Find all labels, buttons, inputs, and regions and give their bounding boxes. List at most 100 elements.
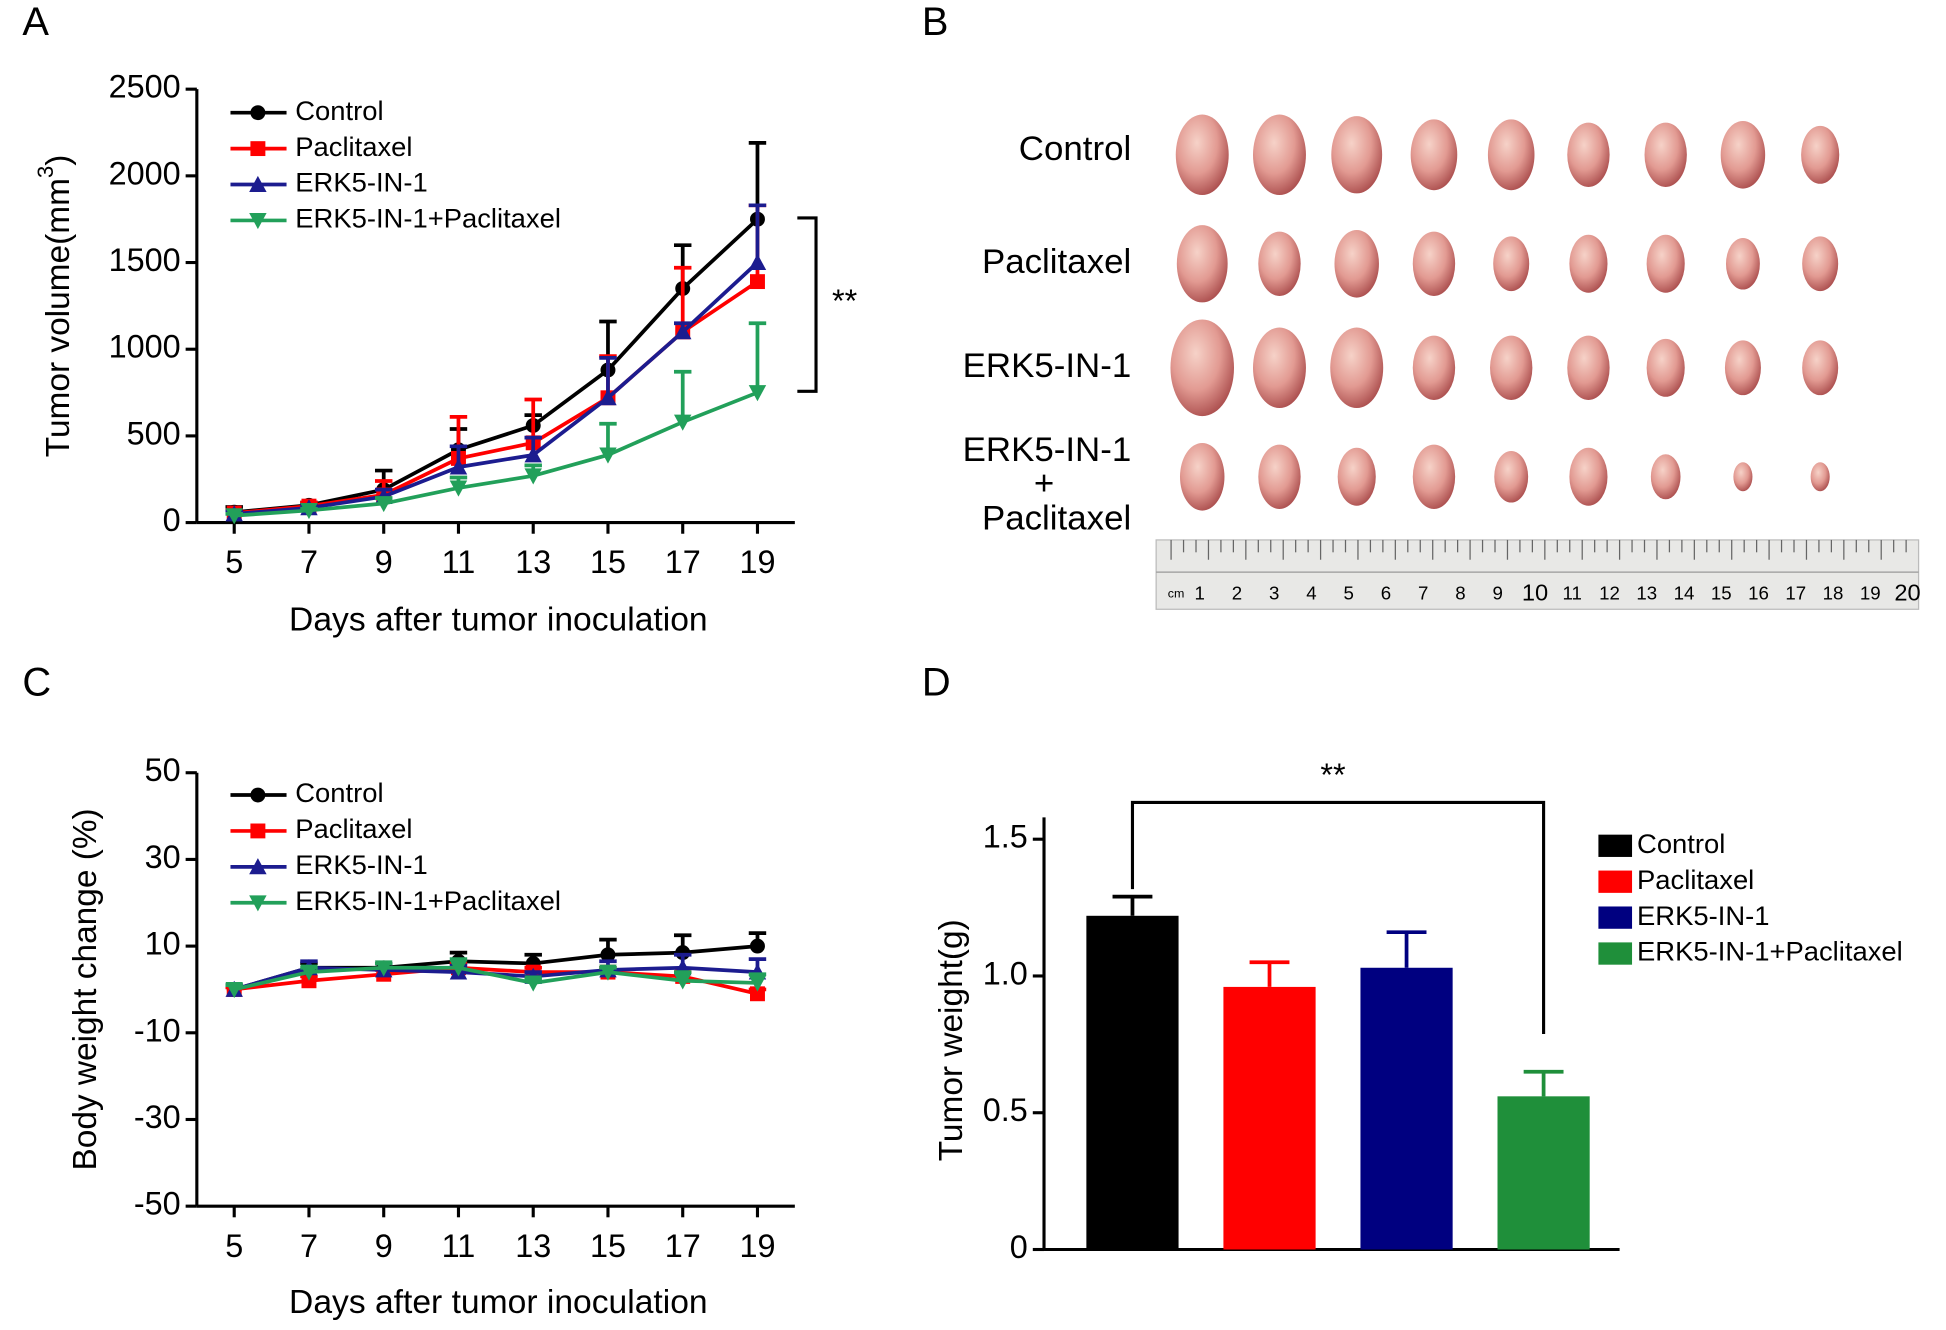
x-tick-label: 7 <box>300 544 318 580</box>
error-bar <box>673 265 692 332</box>
row-label: Control <box>1019 130 1131 168</box>
x-tick-label: 17 <box>665 544 701 580</box>
series-line <box>234 390 759 518</box>
legend-label: Control <box>295 95 383 126</box>
ruler-label: 13 <box>1636 582 1657 603</box>
legend-marker <box>250 105 266 121</box>
tumor <box>1410 119 1458 191</box>
marker <box>599 389 617 406</box>
row-label: + <box>1034 465 1054 503</box>
marker <box>673 323 692 340</box>
panel-label: B <box>922 0 949 44</box>
tumor <box>1176 225 1228 303</box>
ruler-label: 2 <box>1232 582 1242 603</box>
row-label: ERK5-IN-1 <box>963 347 1132 385</box>
legend-marker <box>249 895 267 912</box>
annotation: ** <box>1320 757 1346 793</box>
tumor <box>1412 335 1456 400</box>
y-tick-label: 0 <box>1010 1229 1028 1265</box>
y-tick-label: 2000 <box>109 155 181 191</box>
legend-label: Paclitaxel <box>295 131 412 162</box>
x-tick-label: 11 <box>442 1228 476 1264</box>
ruler-label: 18 <box>1823 582 1844 603</box>
y-tick-label: 2500 <box>109 69 181 105</box>
marker <box>225 508 243 525</box>
y-tick-label: -30 <box>134 1099 181 1135</box>
tumor <box>1569 234 1608 293</box>
tumor <box>1725 238 1760 290</box>
x-tick-label: 19 <box>739 544 775 580</box>
tumor <box>1258 231 1301 296</box>
legend-label: Paclitaxel <box>295 813 412 844</box>
y-tick-label: 30 <box>145 839 181 875</box>
tumor <box>1494 451 1529 503</box>
ruler-label: 1 <box>1195 582 1205 603</box>
legend-label: ERK5-IN-1 <box>295 167 427 198</box>
ruler-label: 8 <box>1455 582 1465 603</box>
x-tick-label: 11 <box>442 544 476 580</box>
bar <box>1497 1096 1590 1250</box>
marker <box>449 960 468 977</box>
panel-label: D <box>922 660 951 704</box>
series-line <box>234 965 758 996</box>
x-tick-label: 13 <box>515 544 551 580</box>
tumor <box>1567 122 1610 187</box>
legend-label: ERK5-IN-1+Paclitaxel <box>1637 936 1903 967</box>
tumor <box>1802 340 1839 396</box>
tumor <box>1175 114 1229 196</box>
row-label: ERK5-IN-1 <box>963 431 1132 469</box>
marker <box>300 503 318 520</box>
ruler-label: 10 <box>1522 581 1548 607</box>
marker <box>748 253 767 270</box>
marker <box>374 496 393 513</box>
bar <box>1360 967 1453 1250</box>
y-tick-label: 0.5 <box>983 1092 1028 1128</box>
marker <box>449 458 468 475</box>
tumor <box>1802 236 1839 292</box>
marker <box>673 414 692 431</box>
y-tick-label: 50 <box>145 752 181 788</box>
legend-marker <box>249 858 267 875</box>
tumor <box>1493 236 1530 292</box>
y-tick-label: -10 <box>134 1012 181 1048</box>
marker <box>599 447 617 464</box>
tumor <box>1810 462 1830 492</box>
legend-label: ERK5-IN-1 <box>295 849 427 880</box>
error-bar <box>1523 1069 1564 1097</box>
y-axis-label-part: Body weight change (%) <box>67 808 104 1170</box>
tumor <box>1646 234 1685 293</box>
x-tick-label: 5 <box>225 544 243 580</box>
legend-label: ERK5-IN-1 <box>1637 900 1769 931</box>
marker <box>374 960 393 977</box>
legend-swatch <box>1598 870 1633 893</box>
marker <box>599 964 617 981</box>
tumor <box>1644 122 1687 187</box>
significance-bracket <box>797 216 818 393</box>
y-tick-label: 0 <box>163 502 181 538</box>
y-tick-label: 1000 <box>109 329 181 365</box>
error-bar <box>748 321 767 393</box>
x-axis-label: Days after tumor inoculation <box>289 602 708 639</box>
legend-swatch <box>1598 906 1633 929</box>
tumor <box>1253 114 1306 196</box>
tumor <box>1567 335 1610 400</box>
legend-label: Control <box>1637 828 1725 859</box>
ruler-label: cm <box>1168 587 1185 601</box>
bar <box>1223 986 1316 1250</box>
tumor <box>1487 119 1535 191</box>
tumor <box>1412 444 1456 509</box>
marker <box>749 986 765 1002</box>
series-line <box>233 965 758 992</box>
ruler-label: 9 <box>1493 582 1503 603</box>
tumor <box>1646 338 1685 397</box>
ruler-label: 15 <box>1711 582 1732 603</box>
ruler-label: 6 <box>1381 582 1391 603</box>
tumor <box>1650 454 1681 500</box>
legend-marker <box>249 212 267 230</box>
x-tick-label: 13 <box>515 1228 551 1264</box>
marker <box>748 975 767 992</box>
y-tick-label: 500 <box>127 415 181 451</box>
legend-swatch <box>1598 942 1633 965</box>
marker <box>524 446 542 463</box>
